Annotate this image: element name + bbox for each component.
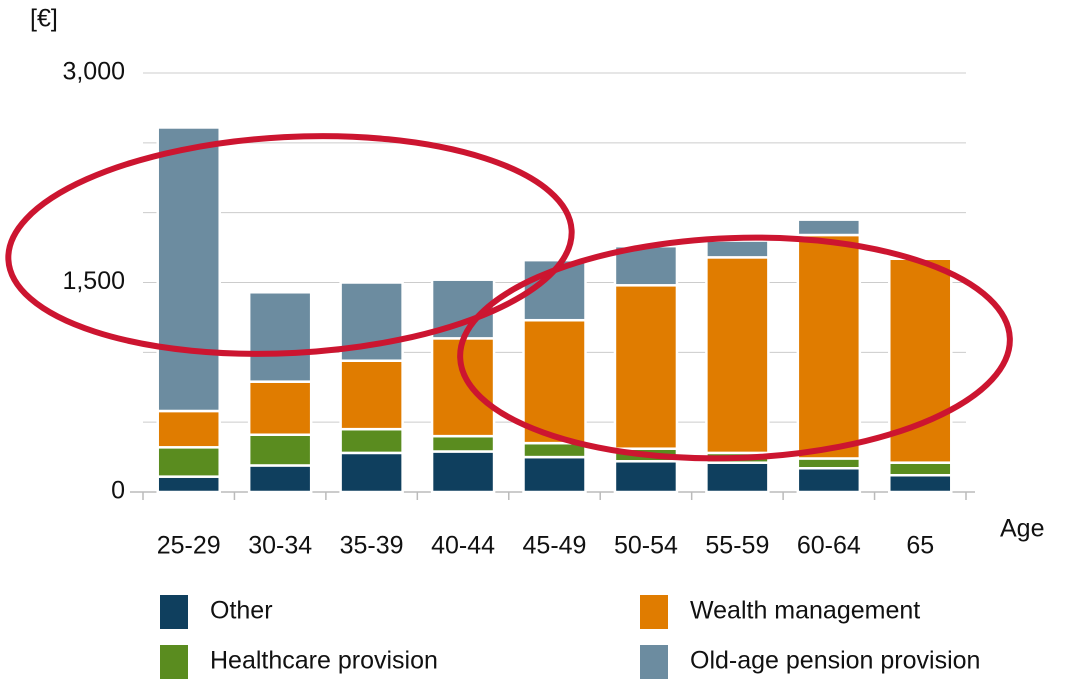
- bar-segment: [430, 450, 496, 494]
- highlight-ellipse: [5, 133, 575, 357]
- bar-segment: [156, 126, 221, 413]
- legend-swatch: [640, 645, 668, 679]
- bar-segment: [247, 291, 313, 383]
- y-tick-label: 3,000: [62, 58, 125, 86]
- x-tick-label: 65: [906, 532, 934, 560]
- bar-segment: [156, 409, 221, 449]
- y-tick-label: 0: [111, 477, 125, 505]
- bar-segment: [705, 239, 770, 259]
- bar-segment: [796, 218, 862, 237]
- bar-segment: [888, 461, 953, 477]
- x-tick-label: 40-44: [431, 532, 495, 560]
- plot: 0 1,500 3,000 25-29 30-34 35-39 40-44 45-49 50-5…: [62, 58, 980, 679]
- highlight-ellipse: [457, 234, 1013, 462]
- bar-segment: [613, 460, 679, 494]
- legend-label: Healthcare provision: [210, 647, 438, 675]
- bar-segment: [247, 464, 313, 494]
- bar-segment: [522, 318, 587, 445]
- y-tick-label: 1,500: [62, 267, 125, 295]
- legend-swatch: [640, 595, 668, 629]
- x-tick-label: 25-29: [157, 532, 221, 560]
- bar-segment: [888, 473, 953, 494]
- bar-segment: [247, 433, 313, 467]
- bar-segment: [339, 359, 404, 431]
- x-tick-label: 55-59: [705, 532, 769, 560]
- bar-segment: [339, 451, 404, 494]
- legend-label: Wealth management: [690, 597, 920, 625]
- bar-segment: [705, 256, 770, 455]
- bar-segment: [796, 467, 862, 494]
- bar-segment: [522, 455, 587, 494]
- bar-segment: [796, 457, 862, 470]
- bar-segment: [796, 233, 862, 460]
- x-axis-label: Age: [1000, 515, 1044, 543]
- y-unit-label: [€]: [30, 5, 58, 33]
- x-tick-label: 30-34: [248, 532, 312, 560]
- bar-segment: [339, 427, 404, 455]
- bar-segment: [247, 380, 313, 436]
- x-tick-label: 60-64: [797, 532, 861, 560]
- x-tick-label: 45-49: [523, 532, 587, 560]
- annotations: [5, 133, 1013, 462]
- legend-swatch: [160, 645, 188, 679]
- bar-segment: [430, 434, 496, 453]
- bar-segment: [705, 461, 770, 494]
- bar-segment: [156, 475, 221, 494]
- x-tick-label: 50-54: [614, 532, 678, 560]
- bar-segment: [156, 446, 221, 478]
- legend-label: Old-age pension provision: [690, 647, 980, 675]
- bar-segment: [613, 284, 679, 450]
- bar-segment: [430, 337, 496, 438]
- x-tick-label: 35-39: [340, 532, 404, 560]
- legend-swatch: [160, 595, 188, 629]
- legend-label: Other: [210, 597, 273, 625]
